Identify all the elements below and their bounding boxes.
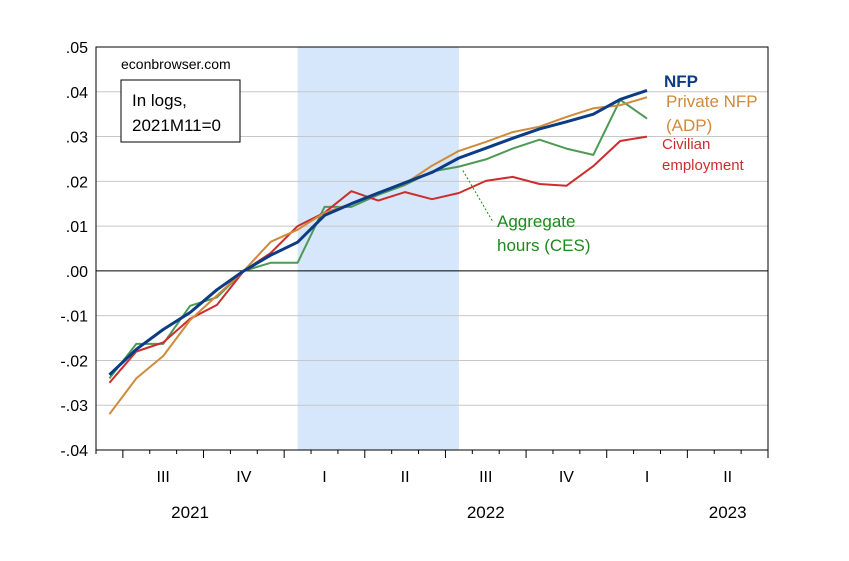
series-label-aggregate-hours-ces: hours (CES): [497, 236, 591, 255]
series-label-nfp: NFP: [664, 72, 698, 91]
series-label-private-nfp-adp: Private NFP: [666, 92, 758, 111]
x-year-label: 2022: [467, 503, 505, 522]
y-tick-label: .03: [66, 130, 88, 147]
x-year-label: 2023: [709, 503, 747, 522]
series-label-private-nfp-adp: (ADP): [666, 116, 712, 135]
y-tick-label: .01: [66, 219, 88, 236]
shaded-region: [297, 47, 459, 450]
x-quarter-label: I: [645, 469, 649, 486]
x-quarter-label: IV: [559, 469, 574, 486]
x-quarter-label: II: [401, 469, 410, 486]
x-quarter-label: II: [723, 469, 732, 486]
y-tick-label: -.01: [60, 309, 88, 326]
x-quarter-label: I: [322, 469, 326, 486]
y-tick-label: .05: [66, 40, 88, 57]
y-tick-label: .00: [66, 264, 88, 281]
plot-frame: [95, 46, 769, 451]
shaded-period-layer: [297, 47, 459, 450]
series-label-civilian-employment: Civilian: [662, 136, 710, 153]
note-line-1: In logs,: [132, 91, 187, 110]
x-quarter-label: III: [479, 469, 492, 486]
y-tick-label: -.03: [60, 398, 88, 415]
y-tick-label: -.04: [60, 443, 88, 460]
y-tick-label: -.02: [60, 353, 88, 370]
series-line-civilian-employment: [108, 135, 648, 384]
aggregate-hours-leader-line: [462, 170, 494, 223]
series-line-nfp: [108, 88, 648, 376]
series-label-civilian-employment: employment: [662, 157, 745, 174]
x-quarter-label: IV: [236, 469, 251, 486]
x-year-label: 2021: [171, 503, 209, 522]
watermark-text: econbrowser.com: [121, 56, 231, 72]
y-tick-label: .04: [66, 85, 88, 102]
axis-ticks: [95, 450, 769, 458]
y-tick-label: .02: [66, 174, 88, 191]
note-box-border: [120, 79, 241, 143]
x-quarter-label: III: [157, 469, 170, 486]
note-line-2: 2021M11=0: [132, 116, 221, 135]
watermark-group: econbrowser.com: [121, 56, 231, 72]
note-box: In logs, 2021M11=0: [120, 79, 241, 143]
series-label-aggregate-hours-ces: Aggregate: [497, 212, 575, 231]
series-lines: [108, 88, 648, 415]
